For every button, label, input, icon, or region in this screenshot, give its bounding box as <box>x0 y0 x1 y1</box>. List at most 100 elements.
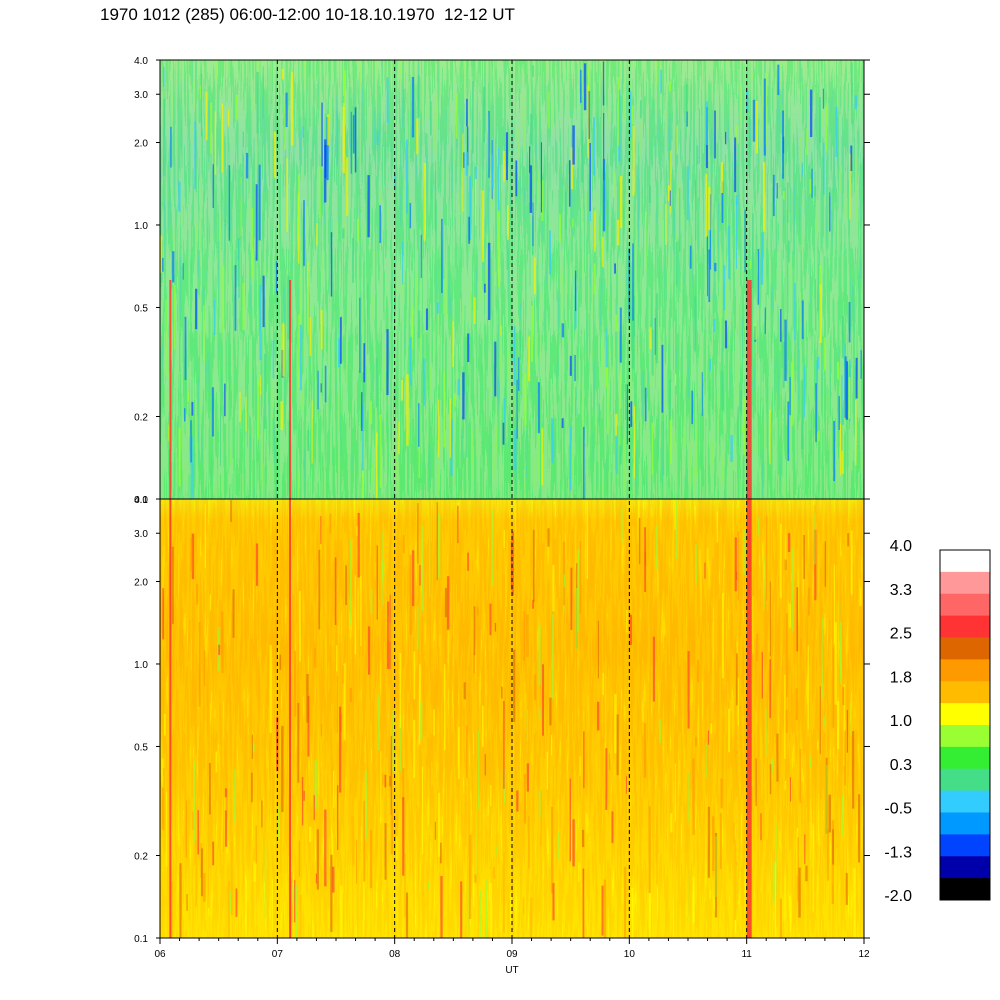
top-streak <box>735 125 737 145</box>
top-streak <box>317 370 319 410</box>
top-streak <box>506 235 509 270</box>
bottom-streak <box>473 606 476 656</box>
top-streak <box>472 80 474 154</box>
top-streak <box>548 230 551 275</box>
bottom-streak <box>511 853 514 930</box>
bottom-streak <box>582 868 585 938</box>
top-streak <box>227 109 230 127</box>
top-streak <box>258 164 261 241</box>
bottom-streak <box>218 644 221 656</box>
top-streak <box>163 98 166 176</box>
bottom-streak <box>784 780 786 790</box>
top-streak <box>629 91 632 138</box>
bottom-streak <box>827 828 829 881</box>
bottom-streak <box>343 663 346 741</box>
bottom-streak <box>522 897 525 915</box>
top-streak <box>286 158 289 232</box>
bottom-streak <box>586 500 589 579</box>
top-streak <box>411 76 415 138</box>
top-streak <box>346 157 349 216</box>
bottom-streak <box>769 659 772 718</box>
top-streak <box>582 426 585 499</box>
bottom-streak <box>402 768 405 800</box>
top-streak <box>190 420 192 463</box>
top-streak <box>237 237 239 287</box>
interference-column <box>746 499 752 938</box>
bottom-streak <box>850 697 852 737</box>
y-tick-label: 2.0 <box>134 138 148 149</box>
bottom-streak <box>271 878 273 932</box>
bottom-streak <box>439 842 442 864</box>
top-streak <box>280 401 283 430</box>
top-streak <box>694 295 697 352</box>
top-streak <box>803 365 805 418</box>
colorbar-segment <box>940 615 990 638</box>
bottom-streak <box>787 533 791 552</box>
bottom-streak <box>766 516 768 601</box>
y-tick-label: 0.1 <box>134 934 148 945</box>
top-streak <box>430 101 432 136</box>
bottom-streak <box>421 766 424 855</box>
top-streak <box>503 398 506 423</box>
top-streak <box>390 379 392 440</box>
top-streak <box>379 205 381 243</box>
top-streak <box>488 110 490 178</box>
bottom-streak <box>279 654 282 670</box>
bottom-streak <box>516 790 519 812</box>
bottom-streak <box>287 794 291 856</box>
bottom-streak <box>513 649 516 722</box>
bottom-streak <box>631 887 634 938</box>
bottom-streak <box>611 646 614 691</box>
bottom-streak <box>457 727 460 779</box>
top-streak <box>418 310 421 339</box>
top-streak <box>782 110 785 179</box>
bottom-streak <box>418 664 421 745</box>
top-streak <box>352 115 355 154</box>
bottom-streak <box>332 866 335 893</box>
bottom-streak <box>807 587 811 616</box>
bottom-streak <box>789 603 792 628</box>
bottom-streak <box>858 794 861 863</box>
top-streak <box>494 341 497 397</box>
top-streak <box>855 400 857 466</box>
top-streak <box>311 400 313 464</box>
top-streak <box>473 297 476 324</box>
top-streak <box>224 383 226 417</box>
top-streak <box>649 327 652 350</box>
top-streak <box>755 100 759 154</box>
top-streak <box>662 421 665 476</box>
bottom-streak <box>801 633 803 662</box>
top-streak <box>362 372 365 432</box>
bottom-streak <box>399 714 402 772</box>
bottom-streak <box>381 561 385 580</box>
colorbar-label: 0.3 <box>890 757 912 774</box>
top-streak <box>616 425 618 475</box>
colorbar-frame <box>939 549 991 901</box>
top-streak <box>654 318 656 355</box>
bottom-streak <box>664 637 667 650</box>
top-streak <box>806 128 808 155</box>
bottom-panel: 0.1 0.2 0.5 1.0 2.0 3.0 4.0 <box>134 495 870 945</box>
top-streak <box>745 90 749 113</box>
bottom-streak <box>751 794 753 812</box>
top-streak <box>784 319 787 381</box>
bottom-streak <box>440 875 443 938</box>
bottom-streak <box>503 529 505 549</box>
top-streak <box>816 360 818 433</box>
top-streak <box>709 194 712 270</box>
top-streak <box>202 305 205 361</box>
bottom-streak <box>526 763 530 792</box>
bottom-streak <box>390 735 393 815</box>
colorbar-label: 1.8 <box>890 669 912 686</box>
top-streak <box>528 336 531 382</box>
bottom-streak <box>186 894 188 911</box>
top-streak <box>713 319 716 333</box>
top-streak <box>178 181 181 212</box>
bottom-streak <box>299 591 301 662</box>
top-streak <box>836 361 840 380</box>
top-streak <box>851 62 853 124</box>
top-streak <box>234 265 237 331</box>
bottom-streak <box>581 829 585 848</box>
bottom-streak <box>539 790 543 847</box>
top-streak <box>741 424 743 433</box>
